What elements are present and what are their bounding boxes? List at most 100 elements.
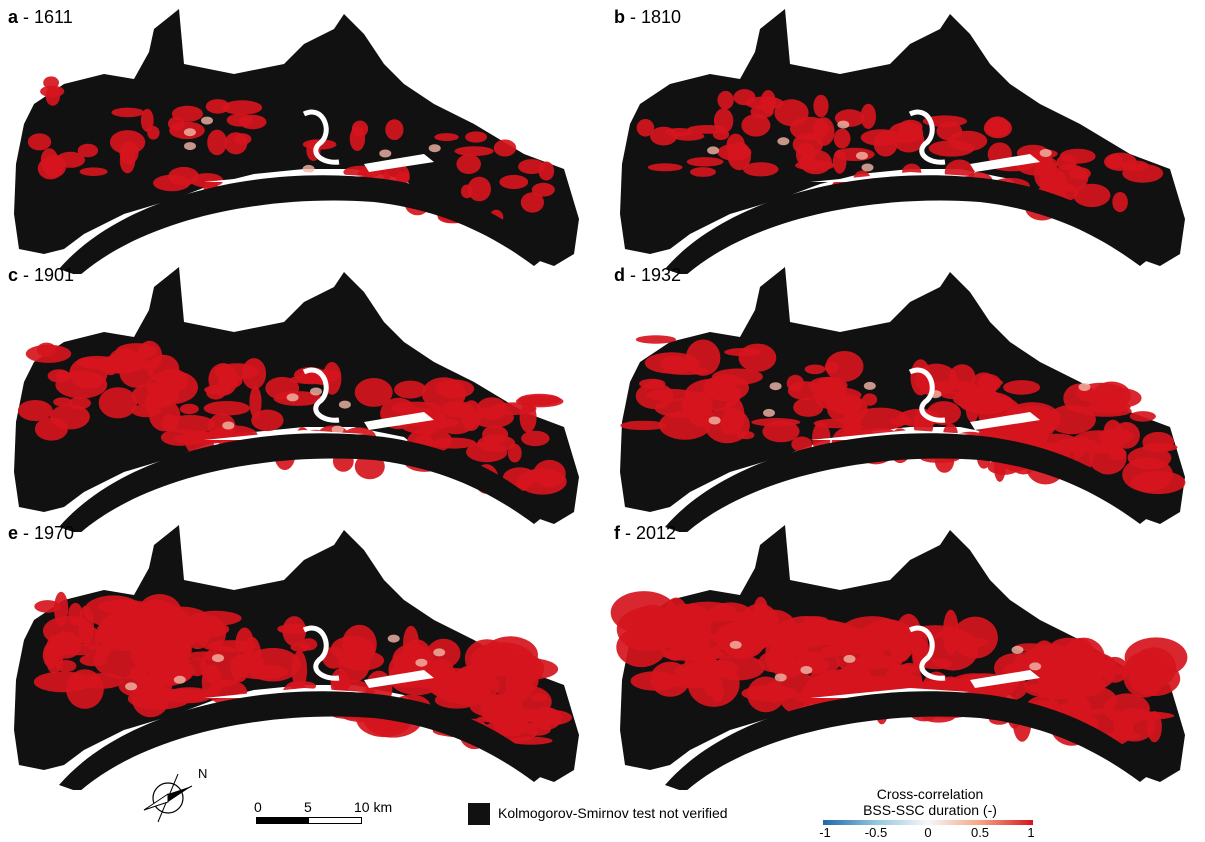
correlation-patch [454, 146, 494, 157]
correlation-patch [651, 615, 708, 642]
correlation-patch [207, 640, 257, 653]
correlation-patch [55, 151, 86, 168]
correlation-highlight [729, 640, 742, 649]
white-island [364, 412, 434, 430]
colorbar-title-line1: Cross-correlation [876, 786, 984, 802]
correlation-patch [717, 143, 752, 161]
correlation-patch [1101, 388, 1142, 408]
correlation-patch [37, 157, 64, 180]
scale-tick-0: 0 [254, 799, 262, 815]
sea-band [665, 691, 1155, 790]
correlation-patch [742, 162, 779, 177]
correlation-patch [738, 343, 777, 372]
correlation-patch [109, 130, 146, 155]
correlation-patch [1038, 688, 1081, 700]
north-arrow-icon [143, 773, 193, 823]
scale-tick-5: 5 [304, 799, 312, 815]
colorbar-tick-minus05: -0.5 [864, 825, 888, 840]
correlation-patch [647, 163, 683, 172]
correlation-patch [36, 342, 57, 357]
correlation-patch [879, 673, 923, 690]
correlation-patch [207, 679, 248, 705]
correlation-patch [1063, 383, 1097, 414]
correlation-patch [466, 441, 508, 463]
panel-label-a: a - 1611 [8, 7, 73, 27]
correlation-highlight [286, 393, 299, 402]
correlation-highlight [331, 425, 344, 434]
sea-band [59, 691, 549, 790]
map-panel-e: e - 1970 [4, 520, 594, 790]
colorbar-tick-0: 0 [924, 825, 932, 840]
correlation-patch [741, 685, 798, 702]
correlation-patch [525, 709, 573, 726]
correlation-patch [833, 128, 851, 149]
lagoon-map-c [14, 267, 579, 532]
correlation-highlight [1078, 383, 1091, 391]
correlation-patch [753, 596, 768, 623]
correlation-patch [53, 397, 72, 407]
sea-band [665, 175, 1155, 274]
correlation-patch [434, 402, 478, 435]
white-island [970, 670, 1040, 688]
correlation-patch [928, 140, 975, 157]
correlation-highlight [861, 163, 874, 172]
lagoon-map-f [610, 525, 1188, 790]
correlation-patch [635, 335, 676, 344]
map-panel-f: f - 2012 [610, 520, 1200, 790]
correlation-patch [978, 378, 1003, 387]
correlation-patch [812, 376, 847, 410]
correlation-patch [467, 176, 491, 202]
correlation-patch [342, 624, 377, 664]
correlation-highlight [173, 675, 186, 684]
lagoon-map-d [620, 267, 1186, 532]
correlation-patch [533, 459, 566, 488]
correlation-patch [509, 736, 553, 745]
map-panel-c: c - 1901 [4, 262, 594, 532]
correlation-patch [851, 407, 909, 431]
correlation-patch [434, 133, 459, 142]
correlation-patch [518, 159, 546, 175]
correlation-patch [421, 377, 466, 411]
correlation-patch [834, 147, 875, 161]
correlation-patch [79, 167, 108, 176]
colorbar-tick-05: 0.5 [970, 825, 990, 840]
correlation-patch [233, 133, 252, 145]
correlation-patch [1129, 411, 1156, 422]
white-island [364, 154, 434, 172]
correlation-patch [695, 611, 757, 622]
white-island [970, 412, 1040, 430]
correlation-patch [531, 182, 555, 197]
correlation-patch [750, 105, 774, 119]
correlation-patch [733, 89, 756, 106]
correlation-patch [520, 192, 545, 213]
correlation-patch [686, 157, 724, 167]
correlation-patch [465, 131, 488, 143]
correlation-patch [717, 90, 734, 110]
lagoon-map-e [14, 525, 579, 790]
correlation-patch [1079, 405, 1132, 417]
correlation-patch [140, 108, 154, 132]
correlation-patch [1106, 154, 1124, 169]
correlation-patch [456, 154, 482, 175]
correlation-patch [385, 119, 404, 140]
correlation-patch [98, 387, 138, 419]
correlation-patch [538, 161, 555, 181]
correlation-patch [111, 107, 145, 118]
correlation-patch [531, 693, 547, 702]
north-label: N [198, 766, 208, 781]
correlation-patch [499, 174, 529, 190]
correlation-highlight [777, 137, 790, 146]
correlation-patch [813, 94, 829, 118]
correlation-patch [77, 143, 99, 158]
correlation-patch [724, 348, 762, 357]
correlation-patch [646, 388, 697, 402]
colorbar-title-line2: BSS-SSC duration (-) [863, 802, 997, 818]
correlation-patch [149, 658, 194, 685]
correlation-patch [921, 658, 953, 670]
correlation-highlight [769, 382, 782, 391]
correlation-patch [99, 612, 141, 643]
correlation-patch [630, 671, 680, 691]
correlation-patch [644, 352, 699, 374]
correlation-highlight [707, 146, 720, 155]
correlation-patch [206, 385, 226, 400]
